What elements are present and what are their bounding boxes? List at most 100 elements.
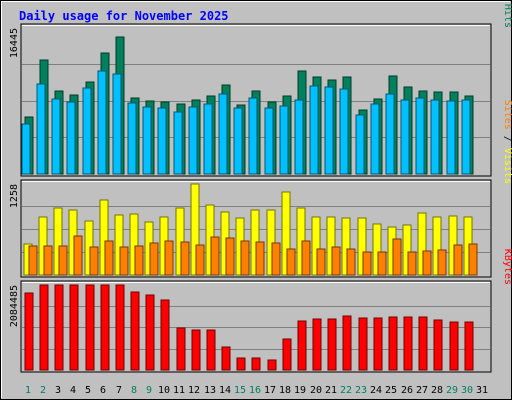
bar-kbytes-day-20 (312, 318, 322, 371)
bar-sites-day-8 (134, 245, 144, 276)
bar-kbytes-day-8 (130, 291, 140, 371)
bar-kbytes-day-14 (221, 346, 231, 371)
bar-visits-day-8 (129, 213, 139, 276)
x-tick-label-day-18: 18 (279, 385, 291, 396)
bar-kbytes-day-25 (388, 316, 398, 371)
bar-kbytes-day-9 (145, 294, 155, 371)
bar-pages-day-2 (36, 83, 46, 175)
bar-kbytes-day-27 (418, 316, 428, 371)
x-tick-label-day-21: 21 (325, 385, 337, 396)
bar-sites-day-18 (286, 248, 296, 276)
bar-kbytes-day-21 (327, 318, 337, 371)
bar-pages-day-15 (233, 107, 243, 175)
bar-pages-day-25 (385, 93, 395, 175)
bar-pages-day-21 (324, 86, 334, 175)
panel-kbytes-legend: KBytes (502, 249, 512, 285)
bar-visits-day-23 (357, 217, 367, 276)
x-tick-label-day-4: 4 (70, 385, 76, 396)
bar-sites-day-11 (180, 241, 190, 276)
bar-visits-day-24 (372, 223, 382, 276)
bar-visits-day-21 (326, 216, 336, 276)
bar-kbytes-day-3 (54, 284, 64, 371)
bar-kbytes-day-23 (358, 317, 368, 371)
bar-visits-day-18 (281, 191, 291, 276)
x-tick-label-day-20: 20 (310, 385, 322, 396)
x-tick-label-day-25: 25 (385, 385, 397, 396)
x-tick-label-day-27: 27 (416, 385, 428, 396)
legend-separator: / (502, 130, 512, 148)
legend-sites: Sites (502, 100, 512, 130)
bar-pages-day-23 (355, 114, 365, 175)
bar-kbytes-day-4 (69, 284, 79, 371)
legend-visits: Visits (502, 148, 512, 184)
bar-visits-day-27 (417, 212, 427, 276)
bar-pages-day-9 (142, 106, 152, 175)
bar-kbytes-day-10 (160, 299, 170, 371)
bar-kbytes-day-7 (115, 284, 125, 371)
bar-kbytes-day-18 (282, 338, 292, 371)
x-axis-day-labels: 1 2 3 4 5 6 7 8 9 10 11 12 13 14 15 16 17 18 19 20 21 22 23 24 2… (25, 385, 488, 396)
bar-kbytes-day-19 (297, 320, 307, 371)
bar-sites-day-4 (73, 235, 83, 276)
chart-title: Daily usage for November 2025 (19, 9, 229, 23)
bar-kbytes-day-26 (403, 316, 413, 371)
bar-sites-day-7 (119, 246, 129, 276)
x-tick-label-day-19: 19 (294, 385, 306, 396)
legend-separator: / (502, 0, 512, 4)
bar-pages-day-3 (51, 98, 61, 175)
bar-pages-day-1 (21, 123, 31, 175)
x-tick-label-day-29: 29 (446, 385, 458, 396)
bar-pages-day-11 (173, 111, 183, 175)
bar-sites-day-23 (362, 251, 372, 276)
bar-sites-day-28 (437, 249, 447, 276)
x-tick-label-day-30: 30 (461, 385, 473, 396)
x-tick-label-day-15: 15 (234, 385, 246, 396)
bar-pages-day-8 (127, 102, 137, 175)
bar-sites-day-27 (422, 250, 432, 276)
bar-sites-day-17 (271, 242, 281, 276)
bar-sites-day-15 (240, 240, 250, 276)
bar-visits-day-12 (190, 183, 200, 276)
bar-kbytes-day-15 (236, 357, 246, 371)
bar-kbytes-day-5 (85, 284, 95, 371)
bar-pages-day-18 (279, 105, 289, 175)
bar-pages-day-6 (97, 70, 107, 175)
x-tick-label-day-16: 16 (249, 385, 261, 396)
panel-kbytes-max-label: 2084485 (9, 285, 20, 327)
bar-visits-day-22 (341, 217, 351, 276)
bar-kbytes-day-28 (433, 319, 443, 371)
bar-pages-day-19 (294, 99, 304, 175)
x-tick-label-day-3: 3 (55, 385, 61, 396)
x-tick-label-day-6: 6 (100, 385, 106, 396)
x-tick-label-day-12: 12 (188, 385, 200, 396)
bar-pages-day-22 (339, 88, 349, 175)
bar-pages-day-27 (415, 97, 425, 175)
x-tick-label-day-17: 17 (264, 385, 276, 396)
bar-sites-day-10 (164, 240, 174, 276)
legend-hits: Hits (502, 4, 512, 28)
x-tick-label-day-24: 24 (370, 385, 382, 396)
bar-kbytes-day-12 (191, 329, 201, 371)
bar-kbytes-day-16 (251, 357, 261, 371)
bar-kbytes-day-22 (342, 315, 352, 371)
bar-visits-day-6 (99, 199, 109, 276)
panel-kbytes-frame (20, 280, 492, 373)
x-tick-label-day-1: 1 (25, 385, 31, 396)
x-tick-label-day-2: 2 (40, 385, 46, 396)
bar-sites-day-16 (255, 241, 265, 276)
bar-kbytes-day-29 (449, 321, 459, 371)
bar-sites-day-30 (468, 243, 478, 276)
bar-kbytes-day-13 (206, 329, 216, 371)
x-tick-label-day-23: 23 (355, 385, 367, 396)
bar-sites-day-24 (377, 251, 387, 276)
bar-pages-day-5 (82, 87, 92, 175)
x-tick-label-day-11: 11 (173, 385, 185, 396)
x-tick-label-day-10: 10 (158, 385, 170, 396)
chart-panels: 16445 Pages / Files / Hits 1258 Sites / Vis… (9, 0, 512, 373)
bar-kbytes-day-24 (373, 317, 383, 371)
bar-pages-day-7 (112, 73, 122, 175)
bar-sites-day-3 (58, 245, 68, 276)
bar-visits-day-28 (432, 216, 442, 276)
bar-sites-day-26 (407, 251, 417, 276)
